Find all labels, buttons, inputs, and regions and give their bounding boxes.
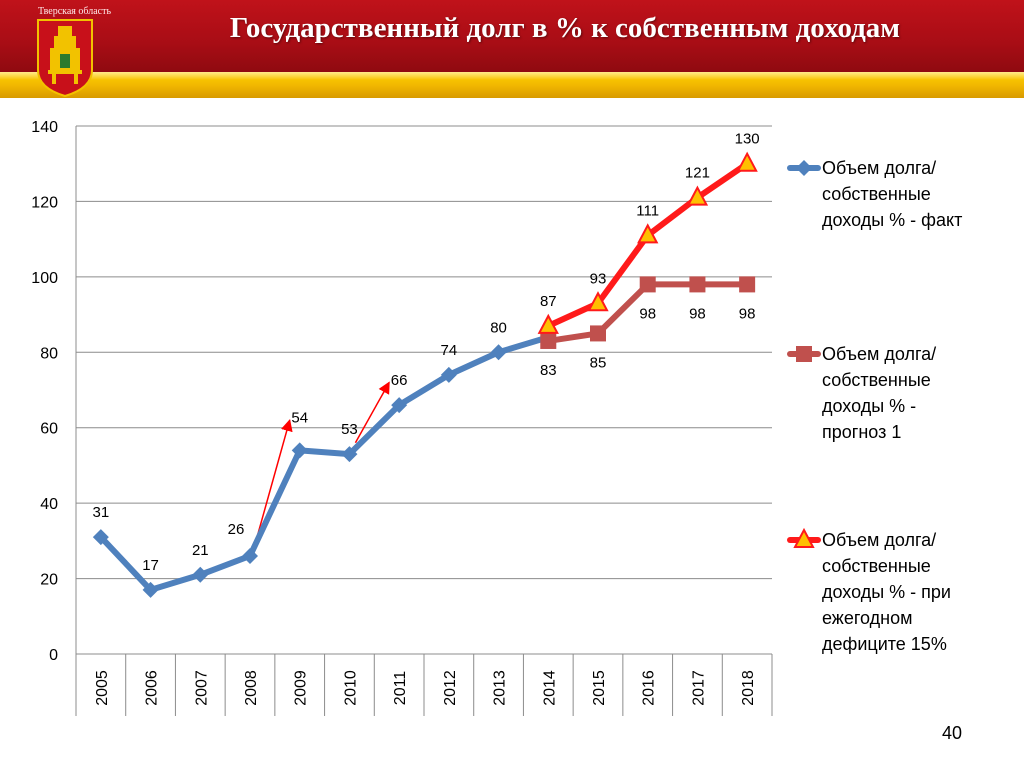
legend-entry-text: Объем долга/ [822, 158, 936, 178]
data-point-series1 [291, 442, 308, 459]
legend-entry-text: Объем долга/ [822, 344, 936, 364]
data-point-series3 [686, 185, 709, 206]
data-point-series1 [142, 581, 159, 598]
y-tick-label: 40 [40, 496, 58, 513]
y-tick-label: 80 [40, 345, 58, 362]
x-tick-label: 2016 [641, 670, 658, 706]
data-label: 87 [540, 293, 557, 310]
data-point-series3 [637, 223, 659, 244]
debt-line-chart: 0 20 40 60 80 100 120 140 2005 2006 2007 2008 2009 20… [31, 119, 962, 716]
data-point-series3 [587, 291, 609, 312]
region-label: Тверская область [38, 6, 112, 17]
data-label: 98 [639, 305, 656, 322]
x-tick-label: 2012 [442, 670, 459, 706]
data-label: 31 [93, 504, 110, 521]
data-point-series1 [242, 547, 258, 564]
legend-swatch-marker [796, 160, 812, 176]
data-point-series1 [490, 344, 507, 361]
data-label: 54 [291, 409, 308, 426]
y-tick-label: 0 [49, 647, 58, 664]
data-point-series2 [639, 276, 656, 293]
data-label: 111 [636, 202, 659, 219]
y-tick-label: 20 [40, 572, 58, 589]
growth-arrow [255, 419, 293, 542]
data-point-series1 [391, 397, 408, 414]
legend-swatch-marker [793, 527, 815, 548]
x-tick-label: 2011 [392, 671, 409, 706]
x-tick-label: 2007 [193, 670, 210, 706]
data-point-series2 [540, 332, 557, 349]
y-tick-label: 100 [31, 270, 58, 287]
data-label: 85 [590, 354, 607, 371]
data-point-series3 [736, 151, 758, 172]
data-point-series1 [341, 446, 358, 463]
series-line-1 [97, 334, 552, 593]
data-label: 80 [490, 319, 507, 336]
data-label: 17 [142, 557, 159, 574]
header-bar [0, 0, 1024, 72]
growth-arrow [354, 381, 390, 444]
x-tick-label: 2014 [541, 670, 558, 706]
x-tick-label: 2013 [492, 670, 509, 706]
data-label: 26 [228, 521, 245, 538]
legend-entry-text: Объем долга/ [822, 530, 936, 550]
data-label: 83 [540, 362, 557, 379]
data-point-series2 [689, 276, 706, 293]
data-label: 98 [739, 305, 756, 322]
data-point-series3 [537, 313, 559, 334]
legend-entry-text: доходы % - при [822, 582, 951, 602]
legend-entry-text: доходы % - факт [822, 210, 962, 230]
data-label: 130 [735, 131, 760, 148]
data-point-series1 [192, 566, 209, 583]
data-label: 93 [590, 270, 607, 287]
legend-entry-text: доходы % - [822, 396, 916, 416]
data-label: 53 [341, 421, 358, 438]
data-label: 74 [441, 342, 458, 359]
data-label: 66 [391, 372, 408, 389]
x-tick-label: 2018 [740, 670, 757, 706]
data-point-series1 [92, 529, 109, 546]
x-tick-label: 2006 [144, 670, 161, 706]
legend-entry-text: ежегодном [822, 608, 912, 628]
data-label: 21 [192, 542, 209, 559]
y-tick-label: 140 [31, 119, 58, 136]
data-point-series2 [590, 325, 606, 342]
legend-entry-text: собственные [822, 370, 931, 390]
data-point-series2 [739, 276, 756, 293]
x-tick-label: 2009 [293, 670, 310, 706]
data-point-series1 [440, 366, 457, 383]
x-tick-label: 2008 [243, 670, 260, 706]
legend-entry-text: дефиците 15% [822, 634, 947, 654]
x-tick-label: 2017 [690, 670, 707, 706]
data-label: 121 [685, 165, 710, 182]
legend-swatch-marker [796, 346, 812, 362]
legend-entry-text: собственные [822, 184, 931, 204]
y-tick-label: 120 [31, 194, 58, 211]
data-label: 98 [689, 305, 706, 322]
page-title: Государственный долг в % к собственным д… [229, 12, 901, 44]
x-tick-label: 2010 [342, 670, 359, 706]
page-number: 40 [941, 723, 962, 743]
series-line-3 [545, 160, 751, 329]
legend-entry-text: собственные [822, 556, 931, 576]
y-tick-label: 60 [40, 421, 58, 438]
x-tick-label: 2015 [591, 670, 608, 706]
legend-entry-text: прогноз 1 [822, 422, 901, 442]
x-tick-label: 2005 [94, 670, 111, 706]
coat-of-arms-icon [37, 19, 93, 98]
header-gold-strip [0, 72, 1024, 98]
